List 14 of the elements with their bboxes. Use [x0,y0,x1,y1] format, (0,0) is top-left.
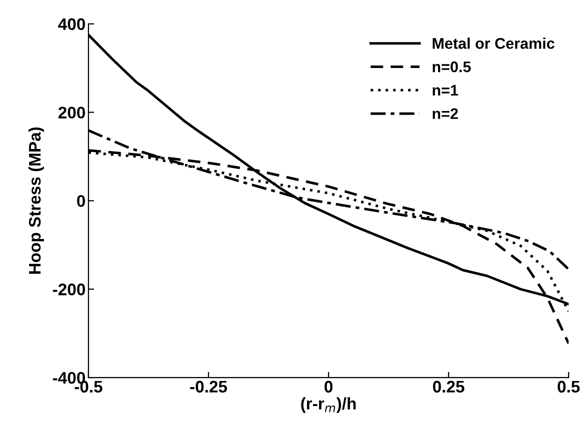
x-tick-label: 0.25 [433,380,464,393]
y-tick-label: 200 [58,106,86,118]
y-tick-label: 0 [77,195,86,207]
y-tick-label: 400 [58,18,86,30]
y-axis-title: Hoop Stress (MPa) [28,127,44,274]
x-tick-label: 0 [324,380,332,393]
x-tick-label: 0.5 [558,380,580,393]
legend-label: n=0.5 [432,61,471,72]
legend-label: n=2 [432,108,458,119]
x-tick-label: -0.25 [190,380,228,393]
x-axis-title: (r-r$_{m}$)/h [301,397,356,413]
legend-label: n=1 [432,85,458,96]
y-tick-label: -200 [52,284,86,296]
legend-label: Metal or Ceramic [432,38,554,49]
